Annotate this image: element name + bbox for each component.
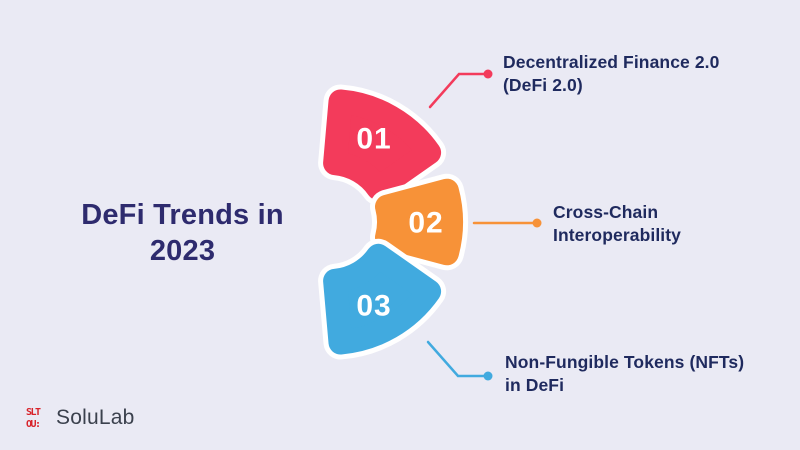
segment-02-shape (375, 178, 463, 266)
segment-01-shape (323, 89, 442, 201)
logo-mark-row-2: OU: (26, 419, 40, 430)
connector-03-line (426, 340, 487, 378)
segment-03-number: 03 (356, 290, 391, 323)
item-label-nfts: Non-Fungible Tokens (NFTs) in DeFi (505, 352, 745, 395)
connector-02 (472, 218, 542, 228)
item-label-decentralized-finance: Decentralized Finance 2.0 (DeFi 2.0) (503, 52, 720, 95)
connector-03-dot (483, 371, 493, 381)
connector-03 (426, 340, 493, 381)
logo-text: SoluLab (56, 406, 135, 429)
segment-03: 03 (318, 238, 447, 360)
segment-02-number: 02 (408, 207, 443, 240)
logo: SLT OU: SoluLab (25, 405, 134, 431)
segment-01: 01 (318, 84, 447, 206)
segment-02: 02 (370, 173, 468, 271)
connector-01 (428, 69, 493, 109)
solulab-logo-icon: SLT OU: (26, 407, 43, 430)
segment-01-number: 01 (356, 123, 391, 156)
logo-mark-row-1: SLT (26, 407, 41, 418)
segment-03-shape (323, 243, 442, 355)
connector-02-dot (532, 218, 542, 228)
connector-01-line (428, 72, 487, 109)
connector-01-dot (483, 69, 493, 79)
item-label-cross-chain: Cross-Chain Interoperability (553, 202, 682, 245)
page-title: DeFi Trends in 2023 (81, 199, 284, 267)
